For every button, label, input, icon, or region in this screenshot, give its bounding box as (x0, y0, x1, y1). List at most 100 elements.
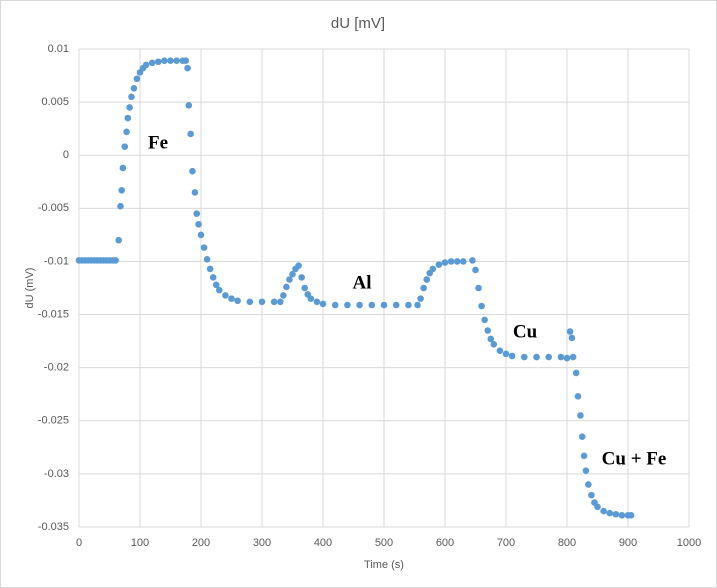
data-point (222, 292, 229, 299)
x-tick-label: 500 (375, 537, 393, 549)
data-point (574, 393, 582, 400)
data-point (119, 164, 127, 172)
data-point (460, 258, 467, 265)
y-tick-label: 0.005 (41, 96, 69, 108)
data-point (118, 186, 125, 194)
data-point (130, 85, 138, 92)
y-tick-label: -0.015 (38, 308, 69, 320)
data-point (429, 265, 437, 273)
data-point (128, 93, 135, 101)
data-point (203, 256, 211, 263)
data-point (295, 262, 302, 269)
y-tick-label: -0.03 (44, 468, 69, 480)
data-point (121, 143, 129, 151)
data-point (117, 202, 124, 210)
data-point (209, 274, 217, 281)
data-point (588, 491, 595, 499)
data-point (182, 57, 190, 64)
data-point (197, 231, 205, 239)
data-point (280, 292, 287, 299)
x-tick-label: 1000 (677, 537, 701, 549)
data-point (161, 57, 168, 64)
data-point (126, 104, 133, 111)
x-tick-label: 100 (131, 537, 149, 549)
data-point (344, 301, 351, 309)
y-axis-label: dU (mV) (24, 268, 36, 309)
data-point (566, 328, 574, 335)
data-point (313, 298, 321, 306)
data-point (283, 283, 290, 291)
data-point (193, 210, 201, 217)
y-tick-label: -0.025 (38, 415, 69, 427)
data-point (508, 352, 516, 360)
x-tick-label: 200 (192, 537, 210, 549)
data-point (469, 257, 476, 264)
data-point (569, 353, 577, 361)
data-point (356, 301, 363, 309)
x-tick-label: 700 (497, 537, 515, 549)
data-point (447, 258, 455, 265)
data-point (496, 347, 504, 354)
data-point (298, 274, 305, 281)
data-point (184, 64, 191, 72)
data-point (289, 270, 296, 278)
data-point (478, 302, 485, 310)
data-point (600, 507, 607, 515)
data-point (423, 276, 431, 283)
data-point (580, 452, 588, 460)
data-point (228, 295, 235, 302)
x-tick-label: 300 (253, 537, 271, 549)
y-tick-label: 0.01 (48, 43, 69, 55)
data-point (417, 295, 424, 302)
data-point (420, 284, 427, 292)
annotation: Al (353, 272, 372, 293)
data-point (568, 334, 576, 342)
y-tick-label: -0.005 (38, 202, 69, 214)
data-point (380, 301, 388, 309)
data-point (189, 167, 196, 175)
data-point (216, 286, 223, 294)
data-point (502, 350, 510, 358)
data-point (212, 281, 220, 289)
data-point (392, 301, 400, 309)
data-point (124, 114, 132, 122)
data-point (435, 261, 443, 268)
data-point (612, 510, 620, 518)
data-point (618, 512, 626, 519)
data-point (557, 353, 565, 361)
data-point (441, 259, 449, 266)
data-point (533, 353, 540, 361)
data-point (234, 297, 241, 305)
data-point (133, 75, 141, 83)
data-point (472, 266, 479, 274)
data-point (563, 354, 571, 362)
data-point (200, 244, 208, 251)
data-point (258, 298, 266, 306)
x-tick-label: 600 (436, 537, 454, 549)
y-tick-label: -0.01 (44, 255, 69, 267)
data-point (594, 503, 601, 511)
x-tick-label: 900 (619, 537, 637, 549)
chart-title: dU [mV] (331, 15, 385, 32)
data-point (206, 265, 214, 273)
annotation: Cu (513, 321, 538, 342)
data-point (123, 128, 130, 136)
data-point (585, 481, 592, 488)
x-tick-label: 0 (76, 537, 82, 549)
data-point (368, 301, 376, 309)
data-point (331, 301, 339, 309)
data-point (115, 236, 122, 244)
y-tick-label: -0.035 (38, 521, 69, 533)
x-tick-label: 800 (558, 537, 576, 549)
y-tick-label: -0.02 (44, 362, 69, 374)
data-point (277, 298, 284, 306)
data-point (521, 353, 528, 361)
y-tick-label: 0 (63, 149, 69, 161)
data-point (582, 467, 590, 475)
data-point (545, 353, 552, 361)
data-point (484, 327, 492, 334)
data-point (142, 61, 150, 69)
data-point (572, 369, 580, 377)
